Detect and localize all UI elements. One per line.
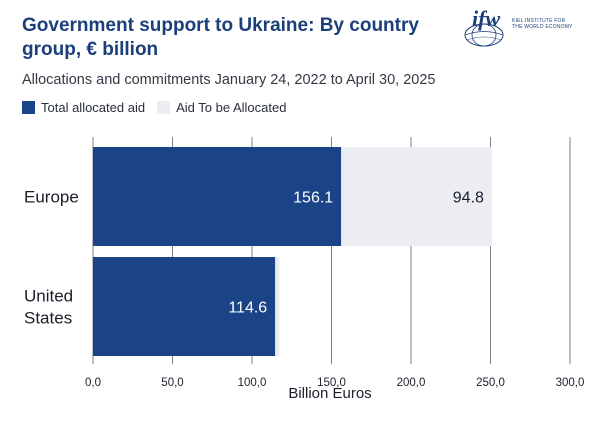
logo-line-1: KIEL INSTITUTE FOR — [512, 18, 566, 24]
x-tick-label: 250,0 — [476, 377, 505, 389]
chart-subtitle: Allocations and commitments January 24, … — [22, 72, 436, 88]
legend-item-allocated: Total allocated aid — [22, 100, 145, 115]
legend: Total allocated aid Aid To be Allocated — [22, 100, 298, 115]
bar-allocated — [93, 257, 276, 356]
data-label: 114.6 — [228, 300, 267, 317]
x-tick-label: 200,0 — [397, 377, 426, 389]
x-axis-title: Billion Euros — [288, 385, 372, 402]
globe-icon — [464, 23, 504, 47]
x-tick-label: 300,0 — [556, 377, 585, 389]
logo-line-2: THE WORLD ECONOMY — [512, 24, 573, 30]
legend-swatch-allocated — [22, 101, 35, 114]
x-tick-label: 0,0 — [85, 377, 101, 389]
category-label: States — [24, 309, 72, 328]
legend-label-to-be-allocated: Aid To be Allocated — [176, 100, 287, 115]
legend-label-allocated: Total allocated aid — [41, 100, 146, 115]
category-label: United — [24, 287, 73, 306]
kiel-institute-logo: ifw KIEL INSTITUTE FOR THE WORLD ECONOMY — [462, 6, 584, 52]
chart-title: Government support to Ukraine: By countr… — [22, 15, 419, 60]
data-label: 156.1 — [293, 190, 333, 207]
bar-allocated — [93, 147, 342, 246]
x-tick-label: 100,0 — [238, 377, 267, 389]
x-tick-label: 150,0 — [317, 377, 346, 389]
legend-item-to-be-allocated: Aid To be Allocated — [157, 100, 286, 115]
logo-mark: ifw — [472, 6, 501, 31]
legend-swatch-to-be-allocated — [157, 101, 171, 114]
bar-to-be-allocated — [275, 257, 280, 356]
bar-to-be-allocated — [341, 147, 492, 246]
data-label: 94.8 — [453, 190, 484, 207]
category-label: Europe — [24, 188, 79, 207]
x-tick-label: 50,0 — [161, 377, 183, 389]
